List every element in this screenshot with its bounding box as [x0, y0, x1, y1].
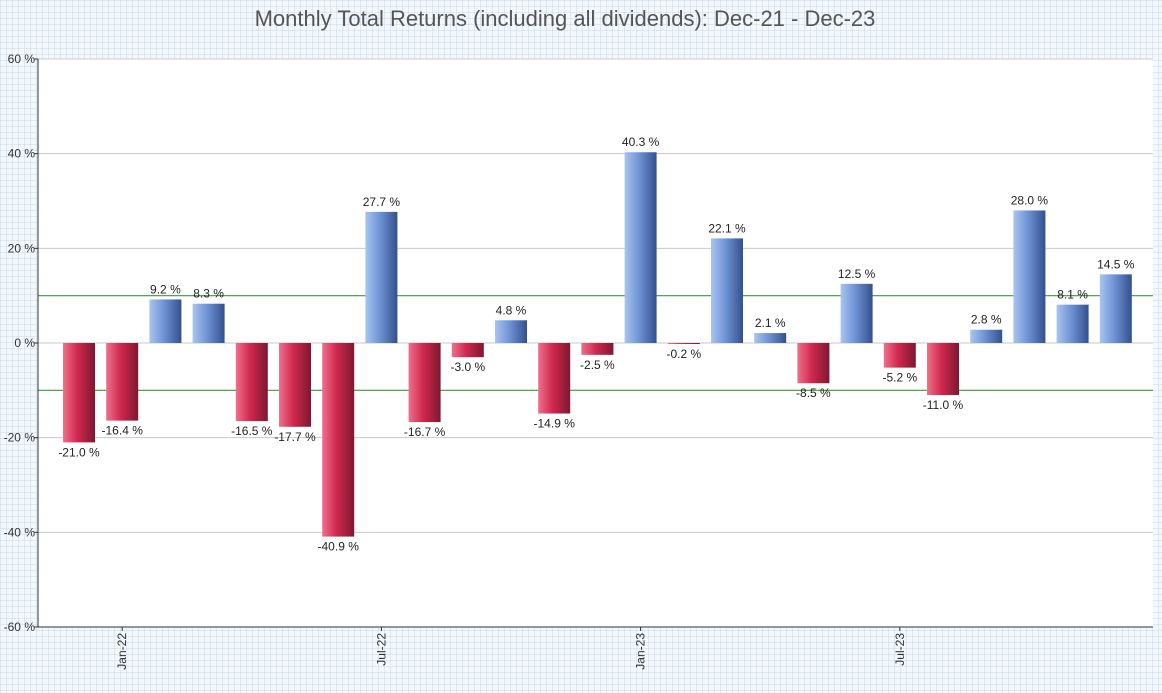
bar	[279, 343, 311, 427]
y-tick-label: 60 %	[8, 52, 36, 66]
data-labels: -21.0 %-16.4 % 9.2 % 8.3 % -16.5 % -17.7 % -4…	[58, 135, 1134, 553]
bar	[927, 343, 959, 396]
y-tick-label: -20 %	[4, 431, 36, 445]
data-label: 22.1 %	[708, 221, 746, 235]
data-label: -21.0 %	[58, 445, 100, 459]
bar	[1099, 274, 1132, 343]
y-tick-label: 20 %	[8, 241, 36, 255]
data-label: -16.5 %	[231, 424, 273, 438]
bar	[667, 343, 700, 344]
data-label: 12.5 %	[838, 267, 876, 281]
bar	[192, 303, 225, 343]
bar	[1056, 304, 1089, 343]
data-label: 8.1 %	[1057, 288, 1088, 302]
bar	[797, 343, 830, 384]
data-label: 2.8 %	[971, 313, 1002, 327]
x-tick-label: Jan-23	[634, 633, 648, 670]
bar	[883, 343, 916, 368]
x-tick-label: Jul-23	[893, 633, 907, 666]
bar	[235, 343, 268, 422]
axes: 60 % 40 % 20 % 0 % -20 % -40 % -60 % Jan-22 Jul-…	[4, 52, 1153, 670]
bars	[63, 152, 1132, 537]
bar	[106, 343, 139, 421]
data-label: -16.4 %	[102, 424, 144, 438]
data-label: -16.7 %	[404, 425, 446, 439]
bar	[63, 343, 95, 443]
data-label: 9.2 %	[150, 282, 181, 296]
bar	[970, 329, 1003, 343]
data-label: 4.8 %	[496, 303, 527, 317]
data-label: 8.3 %	[193, 287, 224, 301]
data-label: 27.7 %	[363, 195, 401, 209]
data-label: -14.9 %	[534, 417, 576, 431]
data-label: -5.2 %	[882, 371, 917, 385]
bar	[754, 333, 787, 343]
bar	[538, 343, 571, 414]
bar	[365, 211, 398, 343]
data-label: 28.0 %	[1011, 193, 1049, 207]
y-tick-label: -60 %	[4, 620, 36, 634]
data-label: -3.0 %	[450, 360, 485, 374]
bar	[840, 283, 873, 343]
data-label: 14.5 %	[1097, 257, 1135, 271]
bar	[581, 343, 614, 355]
y-tick-label: 40 %	[8, 147, 36, 161]
y-tick-label: 0 %	[14, 336, 35, 350]
bar	[451, 343, 484, 358]
data-label: 40.3 %	[622, 135, 660, 149]
data-label: 2.1 %	[755, 316, 786, 330]
x-tick-label: Jul-22	[374, 633, 388, 666]
data-label: -40.9 %	[318, 540, 360, 554]
bar	[495, 320, 527, 343]
chart-title: Monthly Total Returns (including all div…	[254, 6, 876, 31]
reference-lines	[38, 295, 1153, 391]
bar	[149, 299, 182, 343]
bar	[408, 343, 441, 423]
bar	[1013, 210, 1046, 343]
data-label: -0.2 %	[666, 347, 701, 361]
data-label: -8.5 %	[796, 386, 831, 400]
x-tick-label: Jan-22	[115, 633, 129, 670]
bar	[322, 343, 355, 537]
y-tick-label: -40 %	[4, 525, 36, 539]
data-label: -11.0 %	[923, 398, 964, 412]
bar	[624, 152, 657, 343]
bar	[711, 238, 743, 343]
data-label: -2.5 %	[580, 358, 615, 372]
data-label: -17.7 %	[274, 430, 316, 444]
